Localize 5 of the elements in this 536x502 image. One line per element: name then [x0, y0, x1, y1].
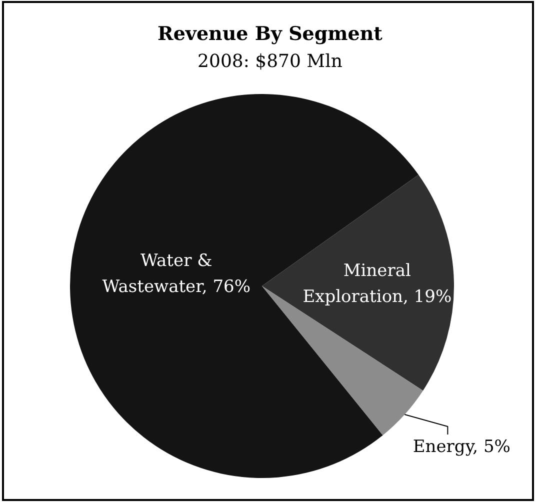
slice-label: Water & Wastewater, 76%: [101, 250, 252, 300]
chart-title: Revenue By Segment: [156, 22, 384, 46]
slice-label: Mineral Exploration, 19%: [302, 260, 453, 309]
chart-subtitle: 2008: $870 Mln: [196, 50, 344, 74]
slice-label: Energy, 5%: [412, 436, 512, 460]
